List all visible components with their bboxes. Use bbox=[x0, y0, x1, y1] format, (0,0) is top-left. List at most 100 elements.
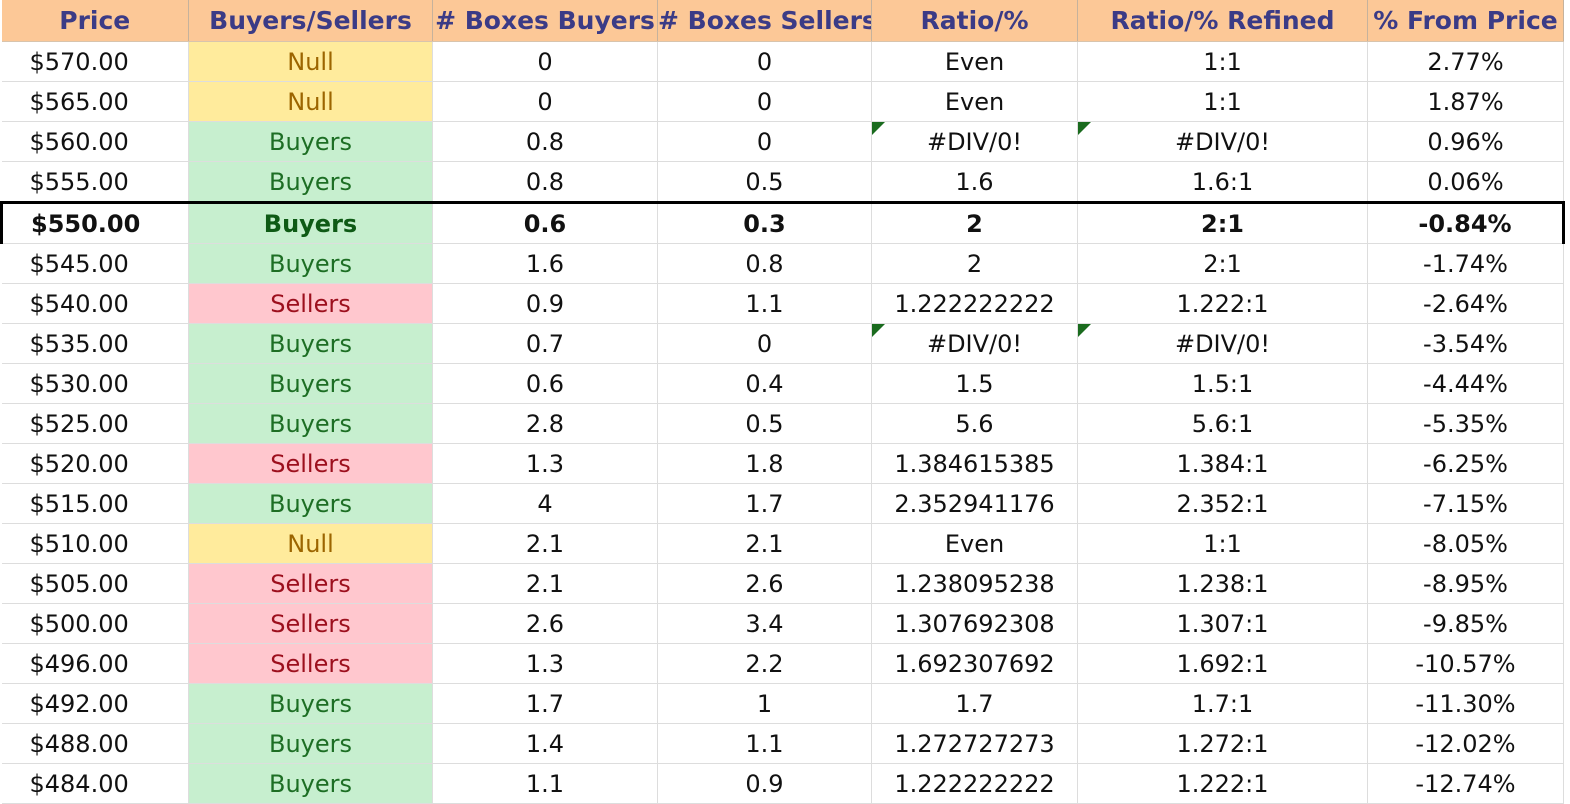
price-cell[interactable]: $550.00 bbox=[0, 201, 189, 244]
from-price-cell[interactable]: -6.25% bbox=[1367, 443, 1564, 484]
price-cell[interactable]: $540.00 bbox=[1, 283, 189, 324]
boxes-buyers-cell[interactable]: 0 bbox=[432, 81, 658, 122]
ratio-refined-cell[interactable]: 1.272:1 bbox=[1077, 723, 1368, 764]
ratio-cell[interactable]: 1.6 bbox=[871, 161, 1078, 203]
ratio-cell[interactable]: 1.692307692 bbox=[871, 643, 1078, 684]
boxes-buyers-cell[interactable]: 1.6 bbox=[432, 243, 658, 284]
ratio-refined-cell[interactable]: 2:1 bbox=[1077, 201, 1368, 244]
buyers-sellers-cell[interactable]: Buyers bbox=[188, 403, 433, 444]
buyers-sellers-cell[interactable]: Buyers bbox=[188, 723, 433, 764]
buyers-sellers-cell[interactable]: Buyers bbox=[188, 201, 433, 244]
buyers-sellers-cell[interactable]: Null bbox=[188, 81, 433, 122]
column-header-boxes-sellers[interactable]: # Boxes Sellers bbox=[657, 0, 872, 42]
buyers-sellers-cell[interactable]: Buyers bbox=[188, 243, 433, 284]
boxes-sellers-cell[interactable]: 1.7 bbox=[657, 483, 872, 524]
buyers-sellers-cell[interactable]: Buyers bbox=[188, 363, 433, 404]
ratio-refined-cell[interactable]: 5.6:1 bbox=[1077, 403, 1368, 444]
ratio-cell[interactable]: Even bbox=[871, 41, 1078, 82]
boxes-buyers-cell[interactable]: 0.7 bbox=[432, 323, 658, 364]
buyers-sellers-cell[interactable]: Buyers bbox=[188, 161, 433, 203]
price-cell[interactable]: $535.00 bbox=[1, 323, 189, 364]
boxes-sellers-cell[interactable]: 0 bbox=[657, 121, 872, 162]
price-cell[interactable]: $530.00 bbox=[1, 363, 189, 404]
price-cell[interactable]: $500.00 bbox=[1, 603, 189, 644]
boxes-buyers-cell[interactable]: 2.8 bbox=[432, 403, 658, 444]
ratio-refined-cell[interactable]: 1.238:1 bbox=[1077, 563, 1368, 604]
price-cell[interactable]: $492.00 bbox=[1, 683, 189, 724]
buyers-sellers-cell[interactable]: Buyers bbox=[188, 323, 433, 364]
boxes-buyers-cell[interactable]: 1.7 bbox=[432, 683, 658, 724]
boxes-sellers-cell[interactable]: 0.5 bbox=[657, 403, 872, 444]
boxes-sellers-cell[interactable]: 2.2 bbox=[657, 643, 872, 684]
buyers-sellers-cell[interactable]: Buyers bbox=[188, 763, 433, 804]
ratio-refined-cell[interactable]: 2.352:1 bbox=[1077, 483, 1368, 524]
boxes-buyers-cell[interactable]: 4 bbox=[432, 483, 658, 524]
from-price-cell[interactable]: -12.74% bbox=[1367, 763, 1564, 804]
ratio-cell[interactable]: #DIV/0! bbox=[871, 121, 1078, 162]
boxes-sellers-cell[interactable]: 0 bbox=[657, 41, 872, 82]
ratio-refined-cell[interactable]: 1.384:1 bbox=[1077, 443, 1368, 484]
from-price-cell[interactable]: -8.95% bbox=[1367, 563, 1564, 604]
from-price-cell[interactable]: -10.57% bbox=[1367, 643, 1564, 684]
boxes-buyers-cell[interactable]: 1.4 bbox=[432, 723, 658, 764]
buyers-sellers-cell[interactable]: Sellers bbox=[188, 603, 433, 644]
from-price-cell[interactable]: -8.05% bbox=[1367, 523, 1564, 564]
from-price-cell[interactable]: -12.02% bbox=[1367, 723, 1564, 764]
column-header-price[interactable]: Price bbox=[1, 0, 189, 42]
price-cell[interactable]: $545.00 bbox=[1, 243, 189, 284]
ratio-cell[interactable]: #DIV/0! bbox=[871, 323, 1078, 364]
boxes-buyers-cell[interactable]: 2.1 bbox=[432, 523, 658, 564]
price-cell[interactable]: $488.00 bbox=[1, 723, 189, 764]
boxes-buyers-cell[interactable]: 2.6 bbox=[432, 603, 658, 644]
ratio-cell[interactable]: 1.222222222 bbox=[871, 283, 1078, 324]
from-price-cell[interactable]: 2.77% bbox=[1367, 41, 1564, 82]
ratio-refined-cell[interactable]: 1.7:1 bbox=[1077, 683, 1368, 724]
column-header-boxes-buyers[interactable]: # Boxes Buyers bbox=[432, 0, 658, 42]
from-price-cell[interactable]: -5.35% bbox=[1367, 403, 1564, 444]
boxes-buyers-cell[interactable]: 1.1 bbox=[432, 763, 658, 804]
ratio-refined-cell[interactable]: #DIV/0! bbox=[1077, 121, 1368, 162]
ratio-cell[interactable]: Even bbox=[871, 81, 1078, 122]
boxes-sellers-cell[interactable]: 1.1 bbox=[657, 723, 872, 764]
boxes-sellers-cell[interactable]: 0.8 bbox=[657, 243, 872, 284]
boxes-sellers-cell[interactable]: 1 bbox=[657, 683, 872, 724]
boxes-buyers-cell[interactable]: 0.9 bbox=[432, 283, 658, 324]
ratio-refined-cell[interactable]: 1.692:1 bbox=[1077, 643, 1368, 684]
ratio-cell[interactable]: 2 bbox=[871, 243, 1078, 284]
from-price-cell[interactable]: -11.30% bbox=[1367, 683, 1564, 724]
column-header-from-price[interactable]: % From Price bbox=[1367, 0, 1564, 42]
price-cell[interactable]: $555.00 bbox=[1, 161, 189, 203]
ratio-refined-cell[interactable]: #DIV/0! bbox=[1077, 323, 1368, 364]
boxes-sellers-cell[interactable]: 0 bbox=[657, 323, 872, 364]
buyers-sellers-cell[interactable]: Buyers bbox=[188, 121, 433, 162]
from-price-cell[interactable]: -3.54% bbox=[1367, 323, 1564, 364]
price-cell[interactable]: $484.00 bbox=[1, 763, 189, 804]
ratio-cell[interactable]: 1.5 bbox=[871, 363, 1078, 404]
price-cell[interactable]: $520.00 bbox=[1, 443, 189, 484]
boxes-buyers-cell[interactable]: 0.8 bbox=[432, 161, 658, 203]
boxes-buyers-cell[interactable]: 0.6 bbox=[432, 363, 658, 404]
boxes-buyers-cell[interactable]: 1.3 bbox=[432, 443, 658, 484]
ratio-cell[interactable]: 1.307692308 bbox=[871, 603, 1078, 644]
boxes-sellers-cell[interactable]: 3.4 bbox=[657, 603, 872, 644]
price-cell[interactable]: $515.00 bbox=[1, 483, 189, 524]
ratio-cell[interactable]: 2.352941176 bbox=[871, 483, 1078, 524]
column-header-buyers-sellers[interactable]: Buyers/Sellers bbox=[188, 0, 433, 42]
ratio-cell[interactable]: 2 bbox=[871, 201, 1078, 244]
ratio-refined-cell[interactable]: 1.5:1 bbox=[1077, 363, 1368, 404]
buyers-sellers-cell[interactable]: Buyers bbox=[188, 683, 433, 724]
from-price-cell[interactable]: -7.15% bbox=[1367, 483, 1564, 524]
boxes-sellers-cell[interactable]: 1.1 bbox=[657, 283, 872, 324]
boxes-sellers-cell[interactable]: 0.5 bbox=[657, 161, 872, 203]
ratio-refined-cell[interactable]: 1.6:1 bbox=[1077, 161, 1368, 203]
boxes-sellers-cell[interactable]: 0.9 bbox=[657, 763, 872, 804]
price-cell[interactable]: $510.00 bbox=[1, 523, 189, 564]
ratio-refined-cell[interactable]: 1.307:1 bbox=[1077, 603, 1368, 644]
boxes-sellers-cell[interactable]: 1.8 bbox=[657, 443, 872, 484]
buyers-sellers-cell[interactable]: Sellers bbox=[188, 563, 433, 604]
from-price-cell[interactable]: 1.87% bbox=[1367, 81, 1564, 122]
price-cell[interactable]: $505.00 bbox=[1, 563, 189, 604]
price-cell[interactable]: $560.00 bbox=[1, 121, 189, 162]
boxes-sellers-cell[interactable]: 0.4 bbox=[657, 363, 872, 404]
ratio-refined-cell[interactable]: 2:1 bbox=[1077, 243, 1368, 284]
